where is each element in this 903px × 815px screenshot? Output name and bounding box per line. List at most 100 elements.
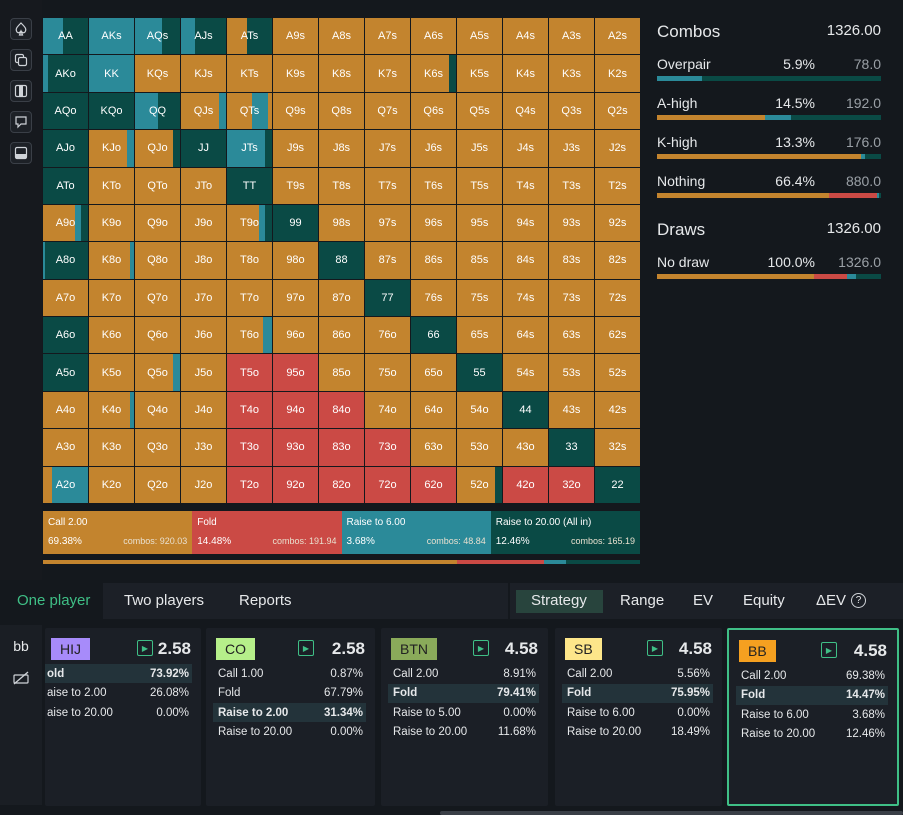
hand-cell-QTo[interactable]: QTo: [135, 167, 180, 204]
hand-cell-T3o[interactable]: T3o: [227, 429, 272, 466]
hand-cell-K4s[interactable]: K4s: [503, 55, 548, 92]
hand-cell-99[interactable]: 99: [273, 204, 318, 242]
play-icon[interactable]: ▶: [473, 640, 489, 656]
tab-ev[interactable]: EV: [693, 592, 714, 609]
hand-cell-52s[interactable]: 52s: [595, 354, 640, 391]
hand-cell-A5o[interactable]: A5o: [43, 354, 88, 391]
hand-cell-K8s[interactable]: K8s: [319, 55, 364, 92]
hand-cell-T6o[interactable]: T6o: [227, 317, 272, 354]
hand-cell-J7o[interactable]: J7o: [181, 279, 226, 317]
hand-cell-52o[interactable]: 52o: [457, 466, 502, 503]
hand-cell-K9s[interactable]: K9s: [273, 55, 318, 92]
hand-cell-T4o[interactable]: T4o: [227, 391, 272, 429]
hand-cell-QJo[interactable]: QJo: [135, 130, 180, 167]
hand-cell-83o[interactable]: 83o: [319, 429, 364, 466]
player-card-sb[interactable]: SB ▶ 4.58 Call 2.00 5.56% Fold 75.95% Raise to …: [555, 628, 722, 806]
hand-cell-T5s[interactable]: T5s: [457, 167, 502, 204]
hand-cell-95o[interactable]: 95o: [273, 354, 318, 391]
action-row[interactable]: Raise to 20.00 12.46%: [736, 725, 888, 744]
bb-toggle[interactable]: bb: [13, 638, 29, 654]
hand-cell-T2o[interactable]: T2o: [227, 466, 272, 503]
hand-cell-A4s[interactable]: A4s: [503, 18, 548, 55]
hand-cell-Q3o[interactable]: Q3o: [135, 429, 180, 466]
hand-cell-53o[interactable]: 53o: [457, 429, 502, 466]
action-row[interactable]: aise to 20.00 0.00%: [45, 703, 192, 722]
play-icon[interactable]: ▶: [137, 640, 153, 656]
hand-cell-QJs[interactable]: QJs: [181, 92, 226, 130]
action-row[interactable]: Call 1.00 0.87%: [213, 664, 366, 683]
hand-cell-73s[interactable]: 73s: [549, 279, 594, 317]
hand-cell-QQ[interactable]: QQ: [135, 92, 180, 130]
action-row[interactable]: Call 2.00 8.91%: [388, 664, 539, 683]
hand-cell-J7s[interactable]: J7s: [365, 130, 410, 167]
hand-cell-K7s[interactable]: K7s: [365, 55, 410, 92]
hand-cell-94o[interactable]: 94o: [273, 391, 318, 429]
hand-cell-K3o[interactable]: K3o: [89, 429, 134, 466]
legend-item[interactable]: Raise to 6.00 3.68% combos: 48.84: [341, 511, 491, 554]
hand-cell-J2s[interactable]: J2s: [595, 130, 640, 167]
legend-item[interactable]: Raise to 20.00 (All in) 12.46% combos: 165…: [490, 511, 640, 554]
hand-cell-72s[interactable]: 72s: [595, 279, 640, 317]
hand-cell-44[interactable]: 44: [503, 391, 548, 429]
hand-cell-54s[interactable]: 54s: [503, 354, 548, 391]
hand-cell-A9o[interactable]: A9o: [43, 204, 88, 242]
action-row[interactable]: Call 2.00 5.56%: [562, 664, 713, 683]
hand-cell-A3o[interactable]: A3o: [43, 429, 88, 466]
hand-cell-43o[interactable]: 43o: [503, 429, 548, 466]
hand-cell-J3s[interactable]: J3s: [549, 130, 594, 167]
hand-cell-75o[interactable]: 75o: [365, 354, 410, 391]
hand-cell-A8s[interactable]: A8s: [319, 18, 364, 55]
action-row[interactable]: aise to 2.00 26.08%: [45, 684, 192, 703]
action-row[interactable]: Raise to 2.00 31.34%: [213, 703, 366, 722]
hand-cell-63o[interactable]: 63o: [411, 429, 456, 466]
hand-cell-92s[interactable]: 92s: [595, 204, 640, 242]
hand-cell-82s[interactable]: 82s: [595, 242, 640, 279]
hand-cell-KQs[interactable]: KQs: [135, 55, 180, 92]
hand-cell-T9o[interactable]: T9o: [227, 204, 272, 242]
hand-cell-T9s[interactable]: T9s: [273, 167, 318, 204]
play-icon[interactable]: ▶: [298, 640, 314, 656]
hand-cell-A5s[interactable]: A5s: [457, 18, 502, 55]
hand-cell-84s[interactable]: 84s: [503, 242, 548, 279]
hand-cell-72o[interactable]: 72o: [365, 466, 410, 503]
hand-cell-K6o[interactable]: K6o: [89, 317, 134, 354]
hand-cell-88[interactable]: 88: [319, 242, 364, 279]
hand-cell-AJo[interactable]: AJo: [43, 130, 88, 167]
hand-cell-A6o[interactable]: A6o: [43, 317, 88, 354]
hand-cell-KJs[interactable]: KJs: [181, 55, 226, 92]
hand-cell-T3s[interactable]: T3s: [549, 167, 594, 204]
hand-cell-85s[interactable]: 85s: [457, 242, 502, 279]
hand-cell-K6s[interactable]: K6s: [411, 55, 456, 92]
hand-cell-Q6s[interactable]: Q6s: [411, 92, 456, 130]
hand-cell-Q5o[interactable]: Q5o: [135, 354, 180, 391]
hand-cell-J5s[interactable]: J5s: [457, 130, 502, 167]
hand-cell-AJs[interactable]: AJs: [181, 18, 226, 55]
action-row[interactable]: Raise to 20.00 0.00%: [213, 723, 366, 742]
hand-cell-43s[interactable]: 43s: [549, 391, 594, 429]
hand-cell-A7s[interactable]: A7s: [365, 18, 410, 55]
hand-cell-97s[interactable]: 97s: [365, 204, 410, 242]
hand-cell-55[interactable]: 55: [457, 354, 502, 391]
hand-cell-A4o[interactable]: A4o: [43, 391, 88, 429]
hand-cell-J3o[interactable]: J3o: [181, 429, 226, 466]
hand-cell-Q2s[interactable]: Q2s: [595, 92, 640, 130]
comment-icon[interactable]: [10, 111, 32, 133]
hand-cell-84o[interactable]: 84o: [319, 391, 364, 429]
hand-cell-Q6o[interactable]: Q6o: [135, 317, 180, 354]
hand-cell-KQo[interactable]: KQo: [89, 92, 134, 130]
hand-cell-J9o[interactable]: J9o: [181, 204, 226, 242]
hand-cell-54o[interactable]: 54o: [457, 391, 502, 429]
play-icon[interactable]: ▶: [647, 640, 663, 656]
hide-icon[interactable]: [9, 667, 33, 689]
hand-cell-66[interactable]: 66: [411, 317, 456, 354]
hand-cell-A3s[interactable]: A3s: [549, 18, 594, 55]
action-row[interactable]: Fold 14.47%: [736, 685, 888, 705]
tab-delta-ev[interactable]: ΔEV: [816, 592, 847, 609]
action-row[interactable]: Fold 67.79%: [213, 684, 366, 703]
action-row[interactable]: Call 2.00 69.38%: [736, 666, 888, 685]
hand-cell-77[interactable]: 77: [365, 279, 410, 317]
hand-cell-Q2o[interactable]: Q2o: [135, 466, 180, 503]
hand-cell-A8o[interactable]: A8o: [43, 242, 88, 279]
hand-cell-76o[interactable]: 76o: [365, 317, 410, 354]
hand-cell-J4s[interactable]: J4s: [503, 130, 548, 167]
